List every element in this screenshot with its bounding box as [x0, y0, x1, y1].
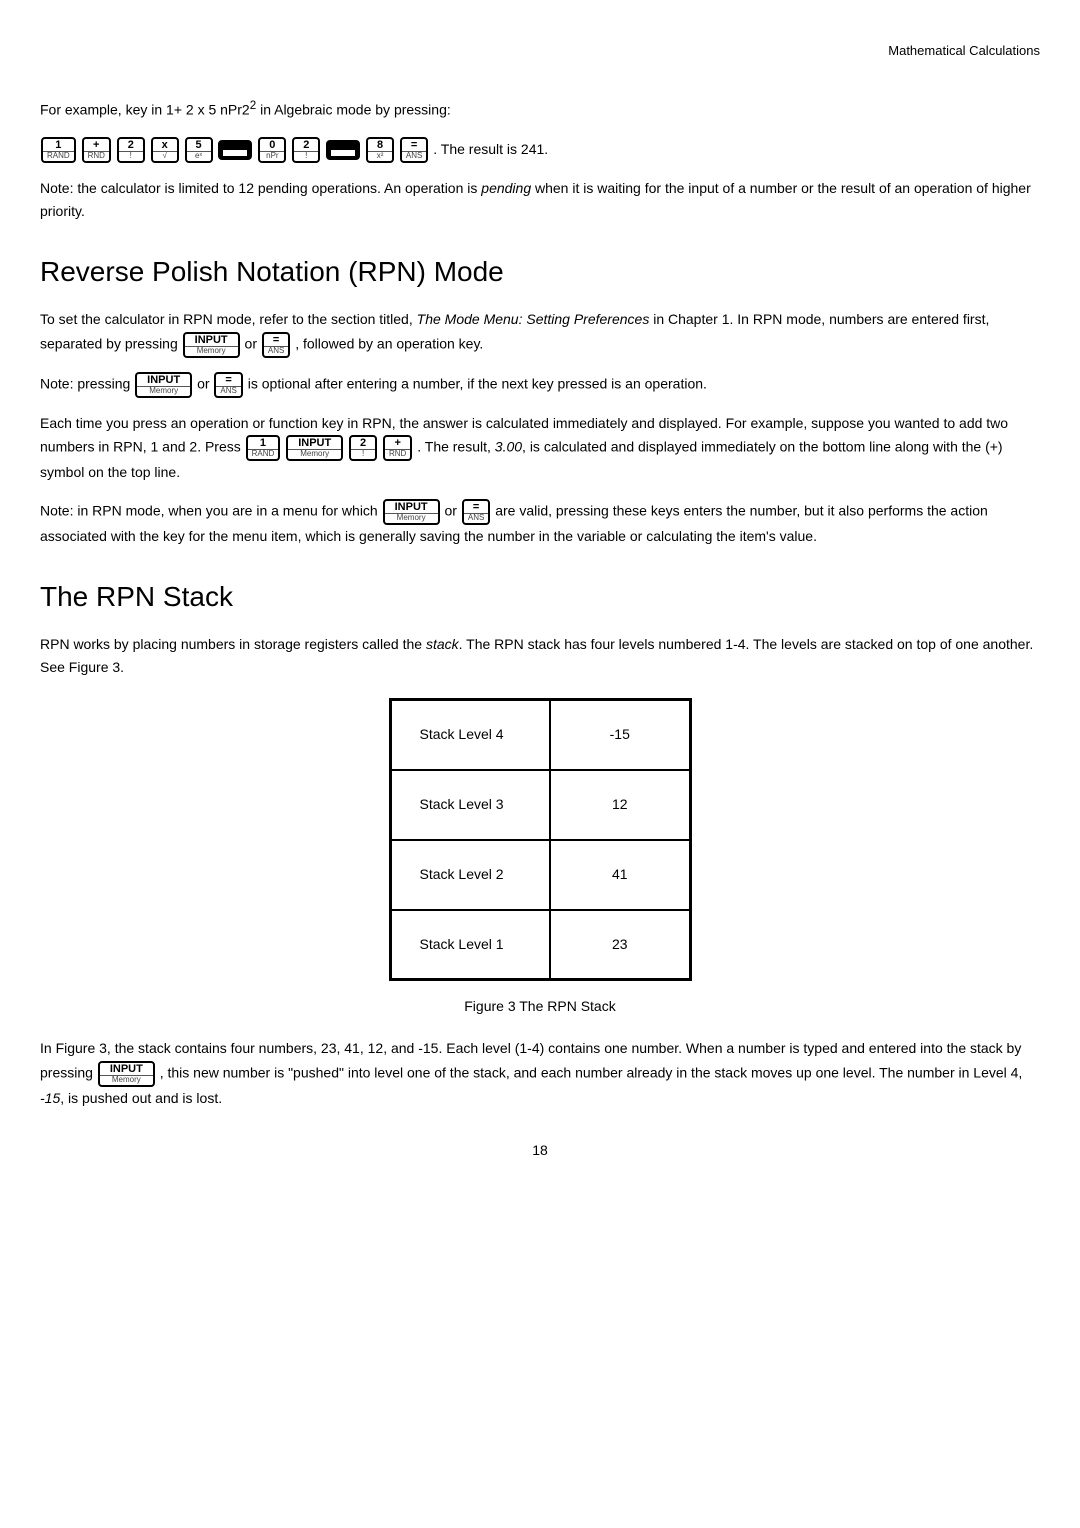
stack-label: Stack Level 2 [390, 840, 550, 910]
stack-val: 23 [550, 910, 690, 980]
note-pending: Note: the calculator is limited to 12 pe… [40, 177, 1040, 225]
table-row: Stack Level 2 41 [390, 840, 690, 910]
stack-heading: The RPN Stack [40, 573, 1040, 621]
stack-label: Stack Level 1 [390, 910, 550, 980]
key-1-b: 1RAND [246, 435, 281, 461]
key-input-3: INPUTMemory [286, 435, 343, 461]
stack-val: -15 [550, 700, 690, 770]
result-300-em: 3.00 [495, 439, 522, 455]
key-input-5: INPUTMemory [98, 1061, 155, 1087]
rpn-p1: To set the calculator in RPN mode, refer… [40, 308, 1040, 358]
key-input-2: INPUTMemory [135, 372, 192, 398]
pending-em: pending [481, 180, 531, 196]
key-eq-2: =ANS [262, 332, 290, 358]
key-2: 2! [117, 137, 145, 163]
rpn-p4: Note: in RPN mode, when you are in a men… [40, 499, 1040, 549]
key-eq: =ANS [400, 137, 428, 163]
stack-outro: In Figure 3, the stack contains four num… [40, 1037, 1040, 1111]
key-shift-2 [326, 140, 360, 160]
page-number: 18 [40, 1139, 1040, 1163]
example-tail: in Algebraic mode by pressing: [256, 102, 451, 118]
key-input: INPUTMemory [183, 332, 240, 358]
key-0: 0nPr [258, 137, 286, 163]
table-row: Stack Level 3 12 [390, 770, 690, 840]
key-shift [218, 140, 252, 160]
key-8: 8x² [366, 137, 394, 163]
key-seq-result: . The result is 241. [433, 141, 548, 157]
key-eq-3: =ANS [214, 372, 242, 398]
table-row: Stack Level 4 -15 [390, 700, 690, 770]
table-row: Stack Level 1 23 [390, 910, 690, 980]
figure-caption: Figure 3 The RPN Stack [40, 995, 1040, 1019]
example-paragraph: For example, key in 1+ 2 x 5 nPr22 in Al… [40, 96, 1040, 122]
key-5: 5eˣ [185, 137, 213, 163]
stack-em: stack [426, 636, 459, 652]
example-lead: For example, key in 1+ 2 x 5 nPr2 [40, 102, 250, 118]
rpn-p3: Each time you press an operation or func… [40, 412, 1040, 486]
key-input-4: INPUTMemory [383, 499, 440, 525]
key-eq-4: =ANS [462, 499, 490, 525]
mode-menu-em: The Mode Menu: Setting Preferences [417, 311, 650, 327]
key-plus: +RND [82, 137, 111, 163]
stack-table: Stack Level 4 -15 Stack Level 3 12 Stack… [389, 698, 692, 981]
stack-label: Stack Level 4 [390, 700, 550, 770]
stack-val: 41 [550, 840, 690, 910]
key-sequence-1: 1RAND +RND 2! x√ 5eˣ 0nPr 2! 8x² =ANS . … [40, 137, 1040, 163]
key-1: 1RAND [41, 137, 76, 163]
key-2b: 2! [292, 137, 320, 163]
rpn-heading: Reverse Polish Notation (RPN) Mode [40, 248, 1040, 296]
neg15-em: -15 [40, 1090, 60, 1106]
rpn-p2: Note: pressing INPUTMemory or =ANS is op… [40, 372, 1040, 398]
key-2-c: 2! [349, 435, 377, 461]
stack-val: 12 [550, 770, 690, 840]
key-x: x√ [151, 137, 179, 163]
stack-label: Stack Level 3 [390, 770, 550, 840]
page-header: Mathematical Calculations [40, 40, 1040, 62]
stack-intro: RPN works by placing numbers in storage … [40, 633, 1040, 681]
key-plus-b: +RND [383, 435, 412, 461]
